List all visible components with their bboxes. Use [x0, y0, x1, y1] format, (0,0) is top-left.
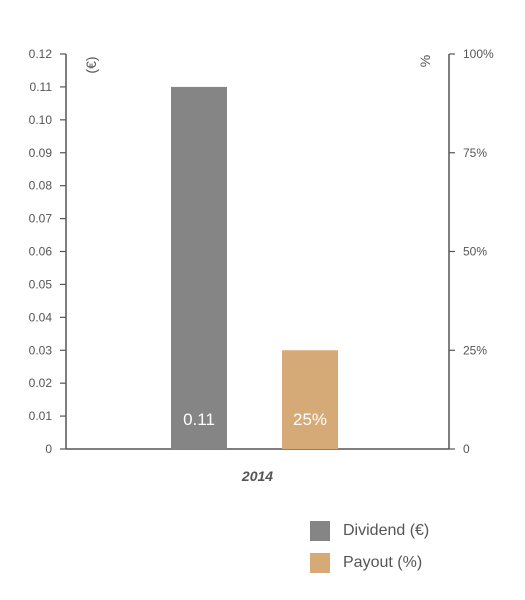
data-label-dividend: 0.11 — [183, 410, 215, 429]
left-tick-label: 0.06 — [29, 245, 53, 259]
left-tick-label: 0.02 — [29, 376, 53, 390]
left-tick-label: 0.09 — [29, 146, 53, 160]
left-tick-label: 0.11 — [30, 80, 53, 94]
right-tick-label: 50% — [463, 245, 487, 259]
bar-dividend — [171, 86, 227, 450]
left-tick-label: 0.03 — [29, 343, 53, 357]
left-tick-label: 0.05 — [29, 277, 53, 291]
left-tick-label: 0 — [45, 442, 52, 456]
right-axis-unit-label: % — [417, 55, 433, 67]
left-tick-label: 0.10 — [29, 113, 53, 127]
right-tick-label: 75% — [463, 146, 487, 160]
legend-label-payout: Payout (%) — [343, 554, 423, 571]
legend-swatch-dividend — [310, 521, 330, 541]
legend-label-dividend: Dividend (€) — [343, 522, 430, 539]
left-tick-label: 0.12 — [29, 47, 53, 61]
legend-swatch-payout — [310, 553, 330, 573]
bar-payout — [282, 350, 338, 449]
left-tick-label: 0.08 — [29, 179, 53, 193]
left-tick-label: 0.04 — [29, 310, 53, 324]
category-label: 2014 — [241, 468, 273, 484]
dividend-payout-chart: 0 0.01 0.02 0.03 0.04 0.05 0.06 0.07 0.08 0.09 0.1… — [29, 47, 494, 484]
right-tick-label: 0 — [463, 442, 470, 456]
left-axis-unit-label: (€) — [83, 56, 99, 73]
left-tick-label: 0.07 — [29, 212, 53, 226]
left-tick-label: 0.01 — [29, 409, 53, 423]
right-tick-label: 25% — [463, 343, 487, 357]
legend-item-payout: Payout (%) — [310, 552, 429, 574]
data-label-payout: 25% — [293, 410, 327, 429]
right-tick-label: 100% — [463, 47, 494, 61]
legend-item-dividend: Dividend (€) — [310, 520, 429, 542]
chart-legend: Dividend (€) Payout (%) — [310, 520, 429, 584]
